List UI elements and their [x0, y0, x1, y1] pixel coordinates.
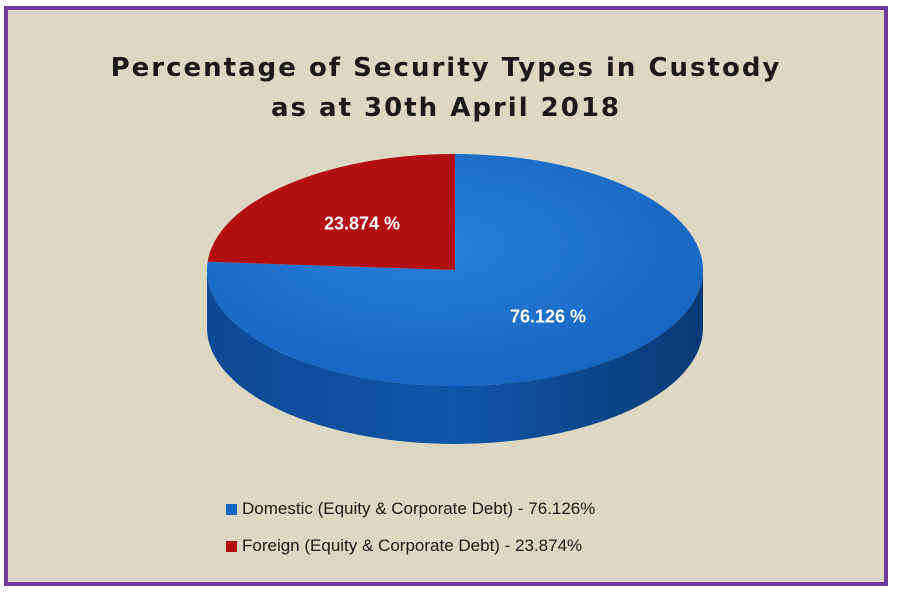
legend-item-domestic: Domestic (Equity & Corporate Debt) - 76.…: [226, 498, 595, 520]
legend-label-foreign: Foreign (Equity & Corporate Debt) - 23.8…: [242, 536, 583, 555]
chart-title-block: Percentage of Security Types in Custody …: [8, 48, 884, 128]
legend-swatch-domestic: [226, 503, 237, 515]
chart-frame: Percentage of Security Types in Custody …: [4, 6, 888, 586]
legend: Domestic (Equity & Corporate Debt) - 76.…: [226, 498, 595, 572]
data-label-domestic: 76.126 %: [510, 307, 586, 327]
legend-swatch-foreign: [226, 540, 237, 552]
pie-side-wall: [207, 270, 703, 444]
legend-item-foreign: Foreign (Equity & Corporate Debt) - 23.8…: [226, 535, 595, 557]
data-label-foreign: 23.874 %: [324, 213, 400, 233]
legend-label-domestic: Domestic (Equity & Corporate Debt) - 76.…: [242, 499, 596, 518]
chart-title: Percentage of Security Types in Custody: [110, 53, 782, 83]
chart-subtitle: as at 30th April 2018: [270, 93, 622, 123]
pie-slice-foreign: [207, 154, 455, 270]
pie-slice-domestic: [206, 154, 703, 386]
